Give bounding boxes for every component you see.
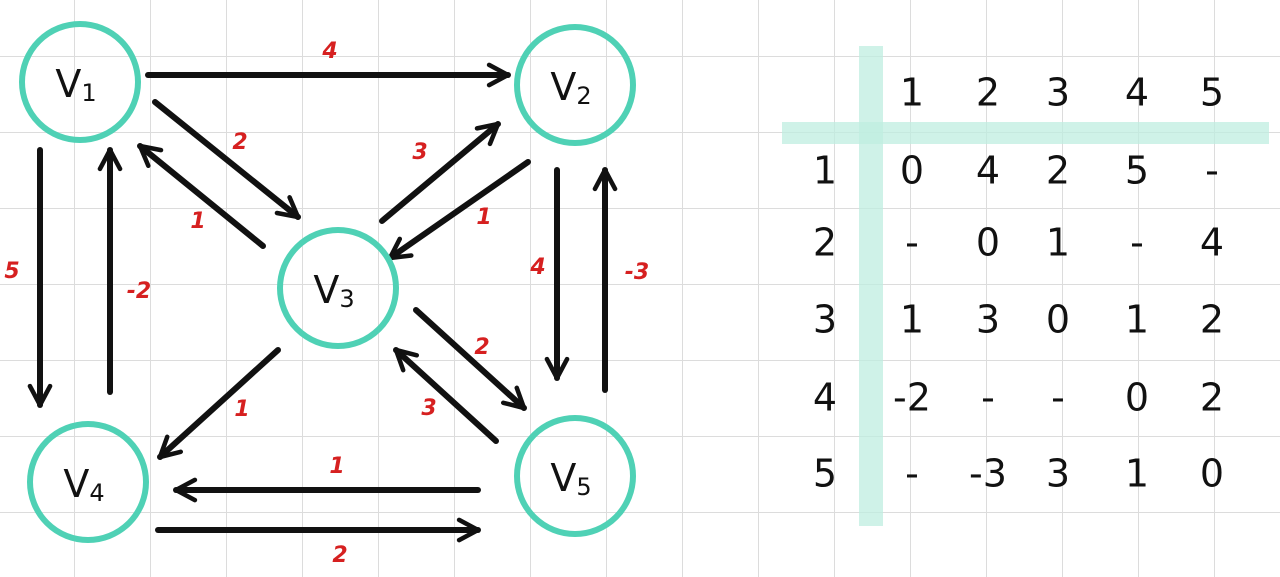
matrix-cell-4-4: 0 <box>1125 376 1149 420</box>
matrix-cell-5-5: 0 <box>1200 452 1224 496</box>
matrix-col-header-1: 1 <box>900 71 924 115</box>
node-circle-v2 <box>514 24 636 146</box>
matrix-cell-5-1: - <box>905 452 919 496</box>
node-circle-v5 <box>514 415 636 537</box>
edge-weights: 4 2 1 3 1 5 -2 4 -3 2 3 1 1 2 <box>4 39 649 568</box>
edge-weight-v1-v3: 2 <box>232 130 247 155</box>
edge-v1-v3 <box>152 99 301 220</box>
graph-nodes: V1 V2 V3 V4 V5 <box>19 21 636 543</box>
node-v2: V2 <box>514 24 636 146</box>
matrix-cell-5-4: 1 <box>1125 452 1149 496</box>
edge-v5-v3 <box>393 347 499 444</box>
edge-weight-v5-v4: 1 <box>329 454 344 479</box>
matrix-cell-4-2: - <box>981 376 995 420</box>
matrix-cell-2-2: 0 <box>976 221 1000 265</box>
matrix-row-headers: 1 2 3 4 5 <box>813 149 837 496</box>
matrix-cell-2-1: - <box>905 221 919 265</box>
node-label-v4: V4 <box>63 462 104 508</box>
matrix-cell-3-2: 3 <box>976 298 1000 342</box>
edge-weight-v4-v5: 2 <box>332 543 347 568</box>
matrix-cells: 0 4 2 5 -- 0 1-41 3 0 1 2-2- -0 2- -3 3 1 0 <box>893 149 1224 496</box>
matrix-row-header-1: 1 <box>813 149 837 193</box>
matrix-cell-5-2: -3 <box>969 452 1007 496</box>
matrix-cell-1-2: 4 <box>976 149 1000 193</box>
edge-weight-v4-v1: -2 <box>127 279 151 304</box>
edge-v3-v1 <box>137 143 266 249</box>
node-label-v1: V1 <box>55 62 96 108</box>
matrix-cell-2-4: - <box>1130 221 1144 265</box>
node-v1: V1 <box>19 21 141 143</box>
edge-weight-v5-v3: 3 <box>421 396 436 421</box>
matrix-cell-3-1: 1 <box>900 298 924 342</box>
edge-weight-v5-v2: -3 <box>625 260 649 285</box>
matrix-cell-2-3: 1 <box>1046 221 1070 265</box>
matrix-row-header-4: 4 <box>813 376 837 420</box>
matrix-cell-5-3: 3 <box>1046 452 1070 496</box>
matrix-col-header-5: 5 <box>1200 71 1224 115</box>
matrix-column-headers: 1 2 3 4 5 <box>900 71 1224 115</box>
matrix-cell-1-5: - <box>1205 149 1219 193</box>
matrix-col-header-3: 3 <box>1046 71 1070 115</box>
edge-weight-v3-v1: 1 <box>190 209 205 234</box>
edge-weight-v1-v4: 5 <box>4 259 19 284</box>
matrix-cell-4-1: -2 <box>893 376 931 420</box>
edge-weight-v2-v3: 1 <box>476 205 491 230</box>
matrix-row-header-2: 2 <box>813 221 837 265</box>
matrix-col-header-2: 2 <box>976 71 1000 115</box>
header-column-highlight <box>859 46 883 526</box>
matrix-row-header-5: 5 <box>813 452 837 496</box>
matrix-cell-3-4: 1 <box>1125 298 1149 342</box>
matrix-cell-2-5: 4 <box>1200 221 1224 265</box>
edge-v3-v5 <box>413 307 527 411</box>
matrix-cell-3-5: 2 <box>1200 298 1224 342</box>
edge-weight-v1-v2: 4 <box>321 39 337 64</box>
edge-weight-v3-v5: 2 <box>474 335 489 360</box>
node-circle-v3 <box>277 227 399 349</box>
edge-weight-v3-v4: 1 <box>234 397 249 422</box>
graph-edges <box>27 62 618 543</box>
matrix-cell-3-3: 0 <box>1046 298 1070 342</box>
edge-v3-v4 <box>157 347 281 460</box>
node-circle-v1 <box>19 21 141 143</box>
node-label-v5: V5 <box>550 456 591 502</box>
node-v5: V5 <box>514 415 636 537</box>
node-v4: V4 <box>27 421 149 543</box>
matrix-row-header-3: 3 <box>813 298 837 342</box>
matrix-cell-4-5: 2 <box>1200 376 1224 420</box>
edge-weight-v3-v2: 3 <box>412 140 427 165</box>
edge-v3-v2 <box>379 121 501 224</box>
node-label-v3: V3 <box>313 268 354 314</box>
node-v3: V3 <box>277 227 399 349</box>
edge-v2-v3 <box>387 159 531 261</box>
node-circle-v4 <box>27 421 149 543</box>
matrix-cell-1-4: 5 <box>1125 149 1149 193</box>
matrix-cell-1-3: 2 <box>1046 149 1070 193</box>
matrix-col-header-4: 4 <box>1125 71 1149 115</box>
header-row-highlight <box>782 122 1269 144</box>
matrix-highlight <box>782 46 1269 526</box>
matrix-cell-4-3: - <box>1051 376 1065 420</box>
edge-weight-v2-v5: 4 <box>529 255 545 280</box>
matrix-cell-1-1: 0 <box>900 149 924 193</box>
node-label-v2: V2 <box>550 65 591 111</box>
